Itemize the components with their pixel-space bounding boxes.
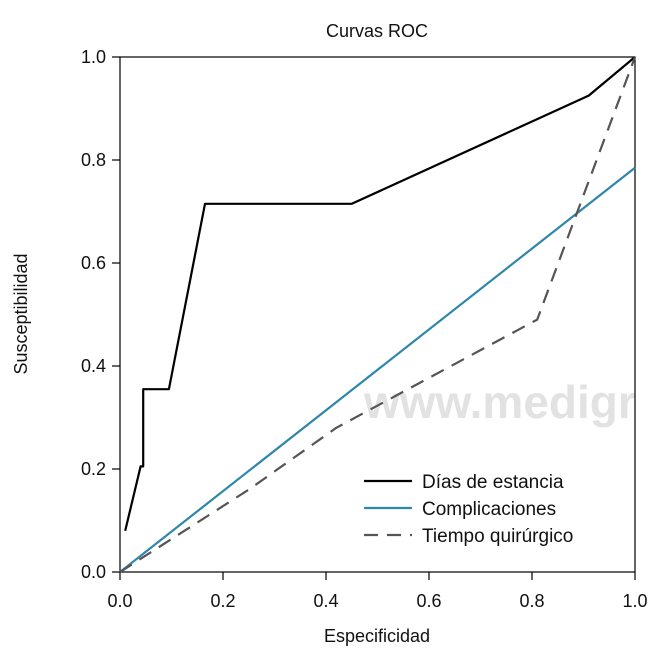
x-tick-label: 0.0 [107,591,132,611]
y-tick-label: 0.6 [81,253,106,273]
legend-label: Complicaciones [422,499,556,520]
x-axis: 0.0 0.2 0.4 0.6 0.8 1.0 [107,572,648,611]
chart-title: Curvas ROC [326,21,428,41]
series-line-1 [119,166,636,573]
x-tick-label: 0.4 [313,591,338,611]
x-tick-label: 0.6 [416,591,441,611]
y-axis: 0.0 0.2 0.4 0.6 0.8 1.0 [81,47,120,582]
y-axis-title: Susceptibilidad [11,253,31,374]
legend: Días de estancia Complicaciones Tiempo qui… [364,472,573,547]
y-tick-label: 0.0 [81,562,106,582]
y-tick-label: 0.2 [81,459,106,479]
y-tick-label: 0.8 [81,150,106,170]
y-tick-label: 0.4 [81,356,106,376]
x-axis-title: Especificidad [324,626,430,646]
x-tick-label: 0.2 [210,591,235,611]
series-line-0 [124,56,636,532]
x-tick-label: 1.0 [622,591,647,611]
x-tick-label: 0.8 [519,591,544,611]
series-layer [119,56,637,573]
y-tick-label: 1.0 [81,47,106,67]
legend-label: Días de estancia [422,472,564,493]
legend-label: Tiempo quirúrgico [422,526,573,547]
plot-frame [119,56,636,573]
series-line-2 [119,56,637,573]
watermark-text: www.medigr [363,376,636,428]
